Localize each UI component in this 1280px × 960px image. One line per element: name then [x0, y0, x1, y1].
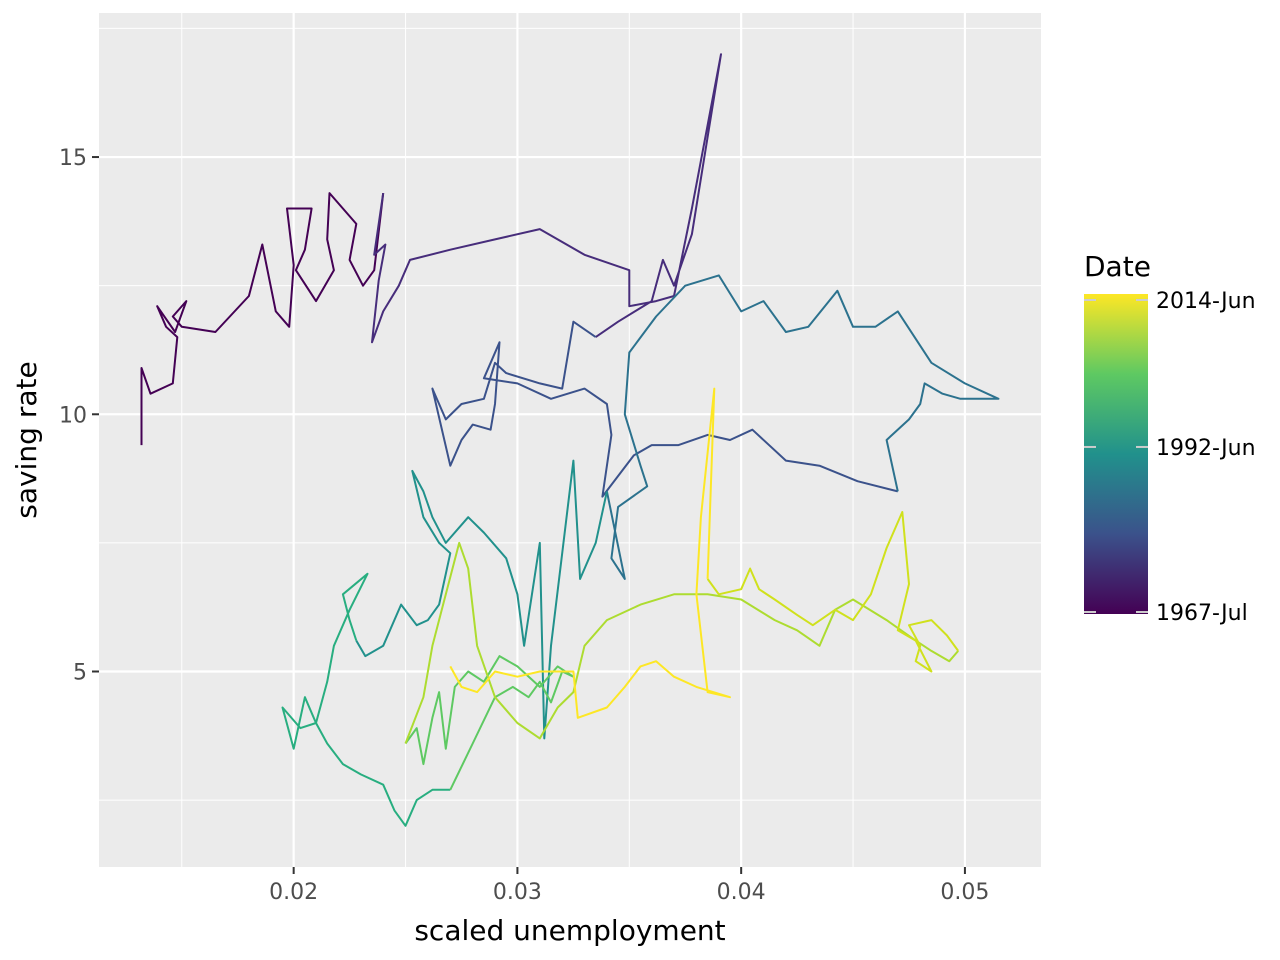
y-axis: 5 10 15 — [59, 146, 99, 686]
y-tick-label: 10 — [59, 403, 87, 428]
path-segment-5 — [281, 572, 451, 827]
path-segment-3 — [605, 274, 1000, 580]
path-segment-9 — [449, 387, 731, 719]
grid-minor — [99, 13, 1041, 867]
legend-label: 1992-Jun — [1156, 436, 1256, 461]
data-path — [140, 53, 1000, 827]
x-tick-label: 0.04 — [717, 880, 766, 905]
x-tick-label: 0.05 — [940, 880, 989, 905]
path-segment-7 — [404, 541, 959, 744]
legend-label: 2014-Jun — [1156, 289, 1256, 314]
legend-label: 1967-Jul — [1156, 601, 1248, 626]
y-tick-label: 5 — [73, 661, 87, 686]
path-segment-4 — [355, 459, 608, 740]
plot-panel — [99, 13, 1041, 867]
path-segment-2 — [431, 320, 899, 498]
x-tick-label: 0.03 — [493, 880, 542, 905]
legend: Date 2014-Jun 1992-Jun 1967-Jul — [1084, 250, 1256, 626]
x-axis: 0.02 0.03 0.04 0.05 — [269, 867, 989, 905]
path-segment-8 — [706, 511, 960, 673]
legend-title: Date — [1084, 250, 1151, 283]
x-tick-label: 0.02 — [269, 880, 318, 905]
y-axis-title: saving rate — [10, 361, 43, 518]
path-segment-6 — [404, 655, 575, 791]
y-tick-label: 15 — [59, 146, 87, 171]
x-axis-title: scaled unemployment — [414, 914, 725, 947]
path-segment-0 — [140, 192, 385, 446]
path-segment-1 — [371, 53, 722, 344]
legend-colorbar — [1084, 294, 1148, 614]
legend-ticks: 2014-Jun 1992-Jun 1967-Jul — [1084, 289, 1256, 626]
